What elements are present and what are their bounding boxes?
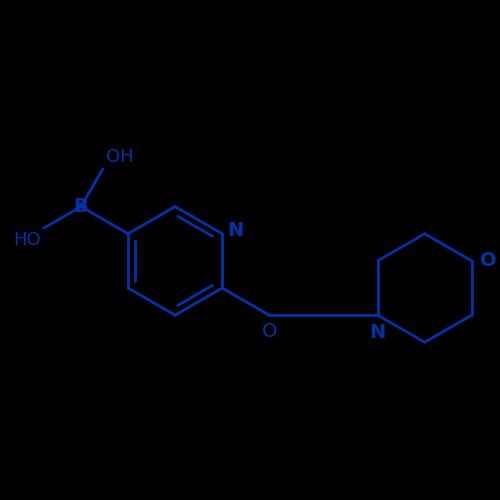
Text: B: B [74, 197, 88, 216]
Text: O: O [262, 322, 277, 341]
Text: OH: OH [106, 148, 133, 166]
Text: N: N [228, 222, 244, 240]
Text: N: N [370, 324, 386, 342]
Text: O: O [480, 252, 496, 270]
Text: HO: HO [13, 231, 41, 249]
